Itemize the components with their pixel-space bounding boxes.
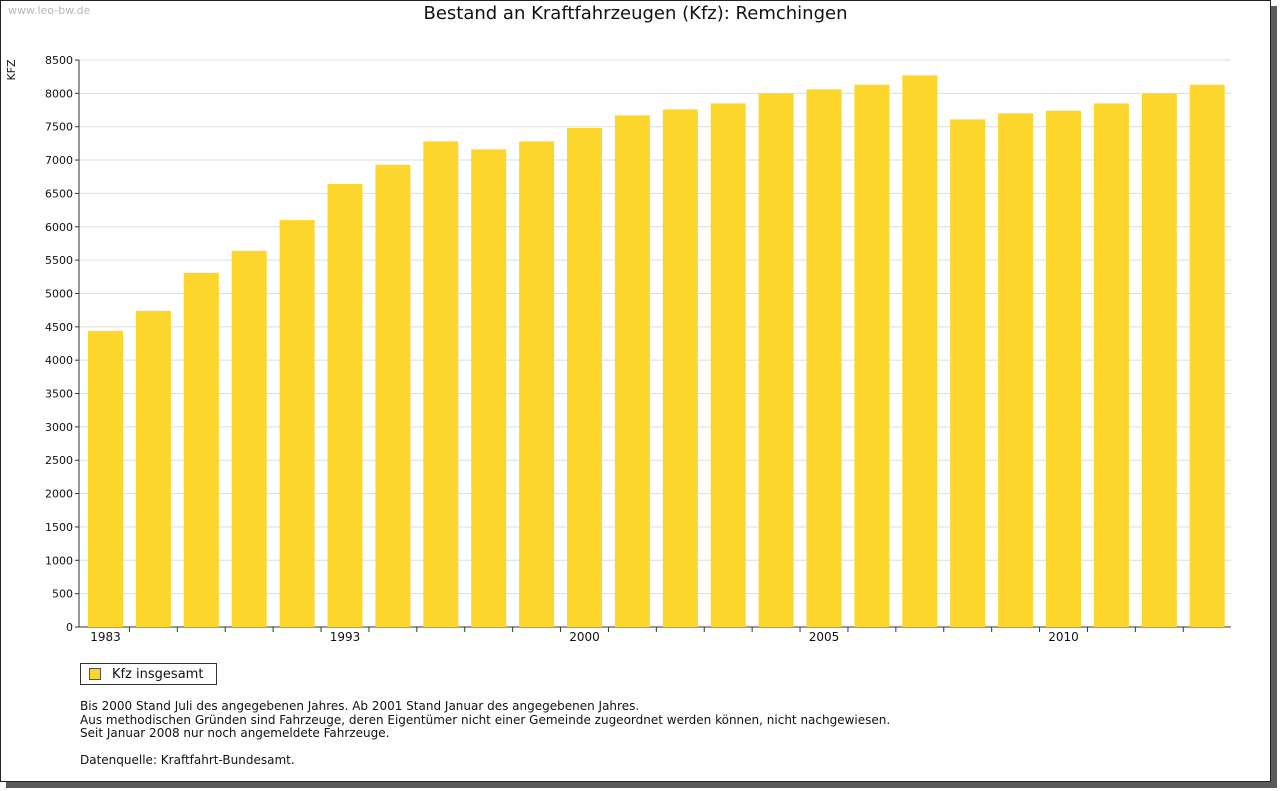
bar <box>806 89 842 627</box>
bar <box>183 272 219 627</box>
bar <box>471 149 507 628</box>
x-tick-label: 1983 <box>90 630 121 644</box>
x-tick-label: 2010 <box>1048 630 1079 644</box>
y-tick-label: 8500 <box>45 54 73 67</box>
bar <box>567 128 602 628</box>
frame-shadow-right <box>1271 6 1277 788</box>
legend-swatch <box>89 668 101 680</box>
bar <box>662 109 698 627</box>
bar <box>950 119 986 628</box>
bar <box>135 310 171 627</box>
bar <box>902 75 938 628</box>
frame-shadow-bottom <box>6 782 1277 788</box>
bar <box>88 330 123 627</box>
legend-label: Kfz insgesamt <box>112 666 204 682</box>
y-tick-label: 6000 <box>45 221 73 234</box>
chart-title: Bestand an Kraftfahrzeugen (Kfz): Remchi… <box>423 3 848 24</box>
bar <box>519 141 555 628</box>
footnotes: Bis 2000 Stand Juli des angegebenen Jahr… <box>80 699 891 767</box>
bar <box>1093 103 1129 627</box>
y-tick-label: 1000 <box>45 554 73 567</box>
bar <box>998 113 1034 628</box>
y-tick-label: 4500 <box>45 321 73 334</box>
bar <box>758 93 794 627</box>
y-tick-label: 5000 <box>45 287 73 300</box>
y-tick-label: 1500 <box>45 521 73 534</box>
bar-chart: 0 500 1000 1500 2000 2500 3000 3500 4000 4500 5000… <box>5 54 1231 644</box>
y-tick-label: 2500 <box>45 454 73 467</box>
legend: Kfz insgesamt <box>80 663 217 685</box>
bar <box>1189 84 1225 628</box>
bar <box>854 84 890 628</box>
footnote-1: Bis 2000 Stand Juli des angegebenen Jahr… <box>80 699 640 713</box>
y-tick-label: 7000 <box>45 154 73 167</box>
bar <box>231 250 267 628</box>
y-tick-label: 3000 <box>45 421 73 434</box>
bar <box>375 164 411 627</box>
footnote-2: Aus methodischen Gründen sind Fahrzeuge,… <box>80 712 891 727</box>
bar <box>423 141 459 628</box>
y-axis-label: KFZ <box>5 59 18 81</box>
y-tick-label: 3500 <box>45 388 73 401</box>
y-tick-label: 6500 <box>45 187 73 200</box>
y-tick-label: 4000 <box>45 354 73 367</box>
x-tick-label: 2005 <box>809 630 840 644</box>
y-tick-label: 500 <box>52 588 73 601</box>
y-tick-label: 8000 <box>45 87 73 100</box>
x-tick-label: 2000 <box>569 630 600 644</box>
footnote-3: Seit Januar 2008 nur noch angemeldete Fa… <box>80 726 390 740</box>
watermark: www.leo-bw.de <box>8 4 91 17</box>
bar <box>1046 110 1081 627</box>
x-tick-label: 1993 <box>330 630 361 644</box>
y-tick-label: 2000 <box>45 488 73 501</box>
y-tick-label: 7500 <box>45 121 73 134</box>
y-tick-label: 5500 <box>45 254 73 267</box>
bar <box>614 115 650 628</box>
bar <box>279 220 315 627</box>
y-tick-label: 0 <box>66 621 73 634</box>
data-source: Datenquelle: Kraftfahrt-Bundesamt. <box>80 752 295 767</box>
bar <box>1141 93 1177 627</box>
bar <box>327 184 363 627</box>
bar <box>710 103 746 627</box>
